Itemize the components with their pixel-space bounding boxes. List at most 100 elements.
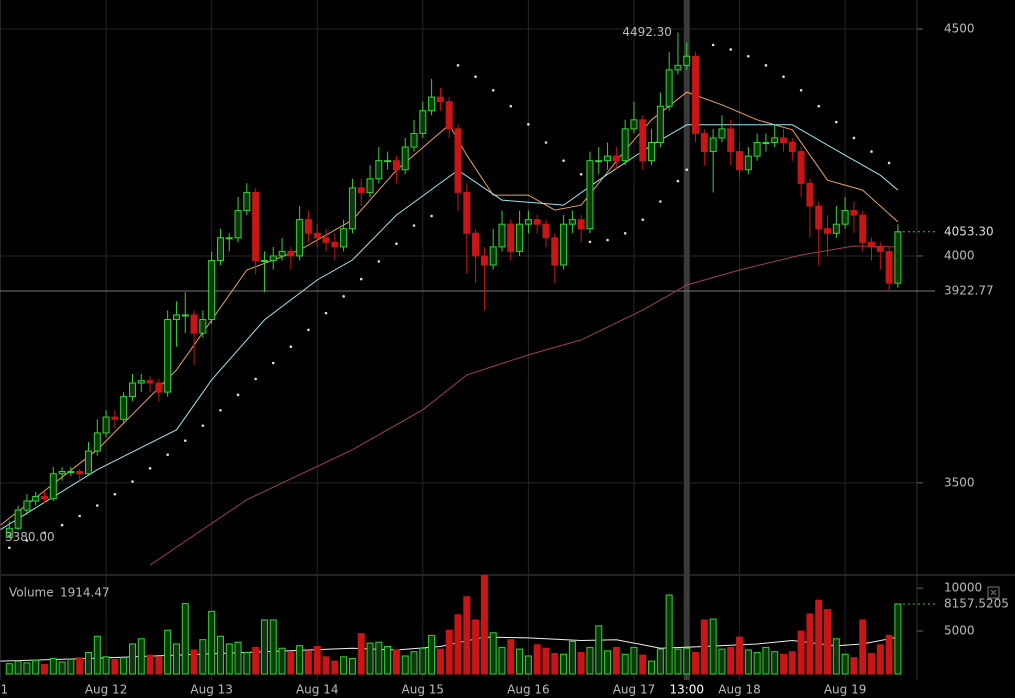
candle-body xyxy=(137,380,145,384)
candle-body xyxy=(40,495,48,500)
sar-dot xyxy=(78,514,81,518)
sar-dot xyxy=(764,64,768,67)
candle-body xyxy=(568,219,576,225)
volume-bar xyxy=(507,639,515,675)
close-button[interactable] xyxy=(987,586,1000,599)
x-tick-label: Aug 12 xyxy=(85,683,128,697)
volume-bar xyxy=(49,658,57,675)
volume-bar xyxy=(172,643,180,675)
sar-dot xyxy=(43,531,46,535)
candle-body xyxy=(718,128,726,139)
x-tick-label: Aug 15 xyxy=(402,683,445,697)
volume-bar xyxy=(304,650,312,675)
volume-bar xyxy=(612,646,620,675)
candle-body xyxy=(384,160,392,163)
candle-body xyxy=(595,160,603,163)
volume-bar xyxy=(216,635,224,675)
candle-body xyxy=(419,110,427,134)
candle-body xyxy=(252,191,260,261)
volume-bar xyxy=(401,655,409,675)
candle-body xyxy=(824,228,832,234)
volume-bar xyxy=(788,651,796,675)
sar-dot xyxy=(641,218,645,221)
volume-bar xyxy=(709,618,717,675)
candle-body xyxy=(727,128,735,153)
candle-body xyxy=(76,471,84,475)
sar-dot xyxy=(342,295,345,298)
sar-dot xyxy=(148,467,152,470)
sar-dot xyxy=(491,89,495,92)
candle-body xyxy=(102,416,110,434)
candle-body xyxy=(586,160,594,230)
candle-body xyxy=(507,223,515,252)
volume-bar xyxy=(876,644,884,675)
sar-dot xyxy=(60,523,64,527)
volume-current: 1914.47 xyxy=(60,586,110,600)
volume-bar xyxy=(780,653,788,675)
sar-dot xyxy=(430,214,433,218)
candle-body xyxy=(709,137,717,153)
volume-bar xyxy=(23,662,31,675)
sar-dot xyxy=(25,539,29,542)
sar-dot xyxy=(887,161,891,165)
volume-bar xyxy=(208,610,216,675)
volume-bar xyxy=(234,641,242,675)
volume-bar xyxy=(331,660,339,675)
volume-bar xyxy=(692,652,700,675)
volume-y-tick-label: 10000 xyxy=(944,581,982,595)
sar-dot xyxy=(324,311,328,315)
volume-label: Volume xyxy=(9,586,54,600)
candle-body xyxy=(551,237,559,266)
candle-body xyxy=(331,241,339,248)
candle-body xyxy=(120,396,128,420)
sar-dot xyxy=(711,43,715,47)
volume-bar xyxy=(894,603,902,675)
sar-dot xyxy=(870,150,873,153)
candle-body xyxy=(472,232,480,257)
volume-bar xyxy=(128,643,136,675)
volume-bar xyxy=(674,648,682,675)
x-tick-label: Aug 14 xyxy=(296,683,339,697)
x-tick-label: Aug 19 xyxy=(824,683,867,697)
candle-body xyxy=(648,141,656,162)
candle-body xyxy=(278,250,286,257)
candle-body xyxy=(234,210,242,239)
candle-body xyxy=(744,155,752,171)
volume-bar xyxy=(225,643,233,675)
candle-body xyxy=(436,96,444,103)
volume-bar xyxy=(366,642,374,675)
volume-bar xyxy=(480,574,488,675)
candle-body xyxy=(190,314,198,334)
sar-dot xyxy=(852,136,856,140)
candle-body xyxy=(771,137,779,143)
candle-body xyxy=(630,119,638,130)
volume-bar xyxy=(392,649,400,675)
volume-bar xyxy=(14,660,22,675)
candle-body xyxy=(665,69,673,107)
candle-body xyxy=(225,237,233,240)
volume-bar xyxy=(533,644,541,675)
volume-bar xyxy=(498,646,506,675)
volume-bar xyxy=(832,638,840,675)
candle-body xyxy=(683,55,691,66)
sar-dot xyxy=(183,439,187,442)
sar-dot xyxy=(588,240,592,244)
sar-dot xyxy=(166,453,169,457)
volume-y-tick-label: 5000 xyxy=(944,624,975,638)
sar-dot xyxy=(236,393,240,397)
volume-bar xyxy=(516,648,524,675)
candle-body xyxy=(49,473,57,500)
candle-body xyxy=(533,219,541,225)
volume-bar xyxy=(560,653,568,675)
candle-body xyxy=(146,380,154,384)
sar-dot xyxy=(95,504,99,507)
volume-bar xyxy=(595,625,603,675)
sar-dot xyxy=(579,172,583,176)
volume-bar xyxy=(700,619,708,675)
crosshair xyxy=(683,0,690,680)
candle-body xyxy=(23,500,31,511)
candle-body xyxy=(612,155,620,162)
sar-dot xyxy=(377,260,381,263)
